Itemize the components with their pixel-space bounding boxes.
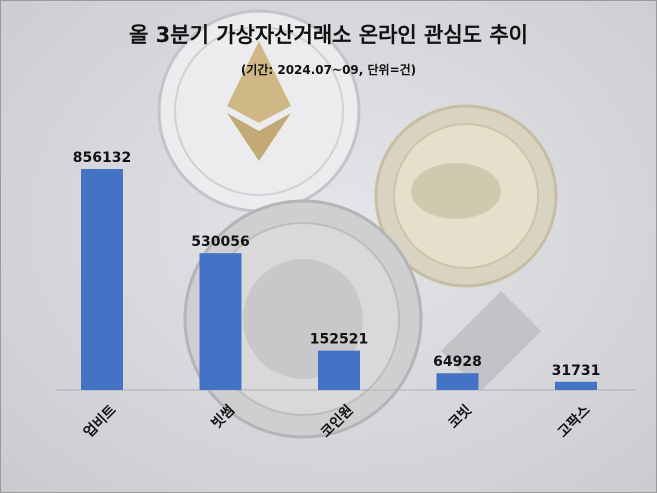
bar-2 bbox=[318, 350, 360, 390]
x-tick-label-0: 업비트 bbox=[81, 402, 120, 441]
data-label-4: 31731 bbox=[552, 363, 601, 379]
data-label-2: 152521 bbox=[310, 332, 368, 348]
x-tick-label-2: 코인원 bbox=[317, 402, 356, 441]
data-label-3: 64928 bbox=[433, 354, 482, 370]
chart-title: 올 3분기 가상자산거래소 온라인 관심도 추이 bbox=[129, 23, 528, 47]
bar-0 bbox=[81, 169, 123, 390]
x-tick-label-1: 빗썸 bbox=[208, 402, 238, 432]
bar-4 bbox=[555, 381, 597, 390]
chart-subtitle: (기간: 2024.07~09, 단위=건) bbox=[240, 63, 417, 77]
data-label-0: 856132 bbox=[73, 150, 131, 166]
bar-3 bbox=[436, 373, 479, 390]
x-tick-label-3: 코빗 bbox=[445, 402, 475, 432]
data-label-1: 530056 bbox=[191, 234, 249, 250]
bar-1 bbox=[199, 253, 242, 390]
x-tick-label-4: 고팍스 bbox=[554, 402, 593, 441]
